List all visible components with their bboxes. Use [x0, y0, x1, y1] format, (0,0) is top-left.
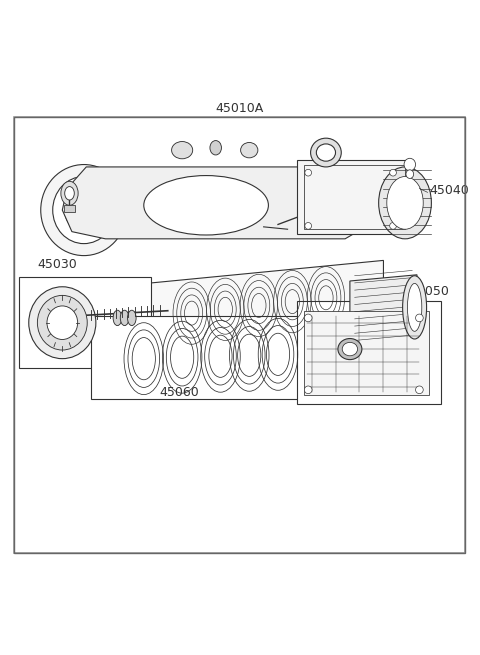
- Text: 45050: 45050: [410, 285, 450, 298]
- Ellipse shape: [171, 141, 192, 159]
- Ellipse shape: [316, 144, 336, 161]
- Ellipse shape: [406, 170, 414, 178]
- Ellipse shape: [408, 284, 422, 331]
- Ellipse shape: [65, 189, 103, 232]
- Text: 45060: 45060: [160, 386, 200, 399]
- Ellipse shape: [416, 386, 423, 394]
- Ellipse shape: [403, 276, 427, 339]
- Ellipse shape: [240, 143, 258, 158]
- Text: 45030: 45030: [37, 257, 77, 271]
- Ellipse shape: [210, 141, 221, 155]
- Ellipse shape: [41, 164, 127, 255]
- Bar: [91, 316, 307, 400]
- Bar: [19, 277, 151, 368]
- Polygon shape: [62, 167, 384, 239]
- Bar: [64, 205, 75, 212]
- Ellipse shape: [416, 314, 423, 322]
- Ellipse shape: [120, 310, 129, 326]
- Ellipse shape: [47, 306, 78, 339]
- Polygon shape: [62, 261, 384, 366]
- Ellipse shape: [387, 176, 423, 229]
- Bar: [297, 160, 412, 234]
- Ellipse shape: [311, 138, 341, 167]
- Bar: [304, 164, 405, 229]
- Ellipse shape: [128, 310, 136, 326]
- Ellipse shape: [304, 386, 312, 394]
- Ellipse shape: [304, 314, 312, 322]
- Ellipse shape: [404, 159, 416, 171]
- Ellipse shape: [113, 310, 122, 326]
- Ellipse shape: [53, 176, 115, 244]
- Ellipse shape: [379, 167, 432, 239]
- Ellipse shape: [37, 295, 87, 350]
- Ellipse shape: [29, 287, 96, 359]
- Ellipse shape: [305, 170, 312, 176]
- Ellipse shape: [61, 181, 78, 205]
- Ellipse shape: [65, 187, 74, 200]
- Text: 45010A: 45010A: [216, 102, 264, 115]
- Ellipse shape: [390, 170, 396, 176]
- Ellipse shape: [390, 223, 396, 229]
- Ellipse shape: [338, 339, 362, 360]
- Bar: [304, 310, 429, 394]
- Text: 45040: 45040: [429, 185, 469, 197]
- Ellipse shape: [305, 223, 312, 229]
- Polygon shape: [350, 275, 417, 345]
- Ellipse shape: [144, 176, 268, 235]
- Bar: [297, 301, 441, 404]
- Ellipse shape: [342, 343, 358, 356]
